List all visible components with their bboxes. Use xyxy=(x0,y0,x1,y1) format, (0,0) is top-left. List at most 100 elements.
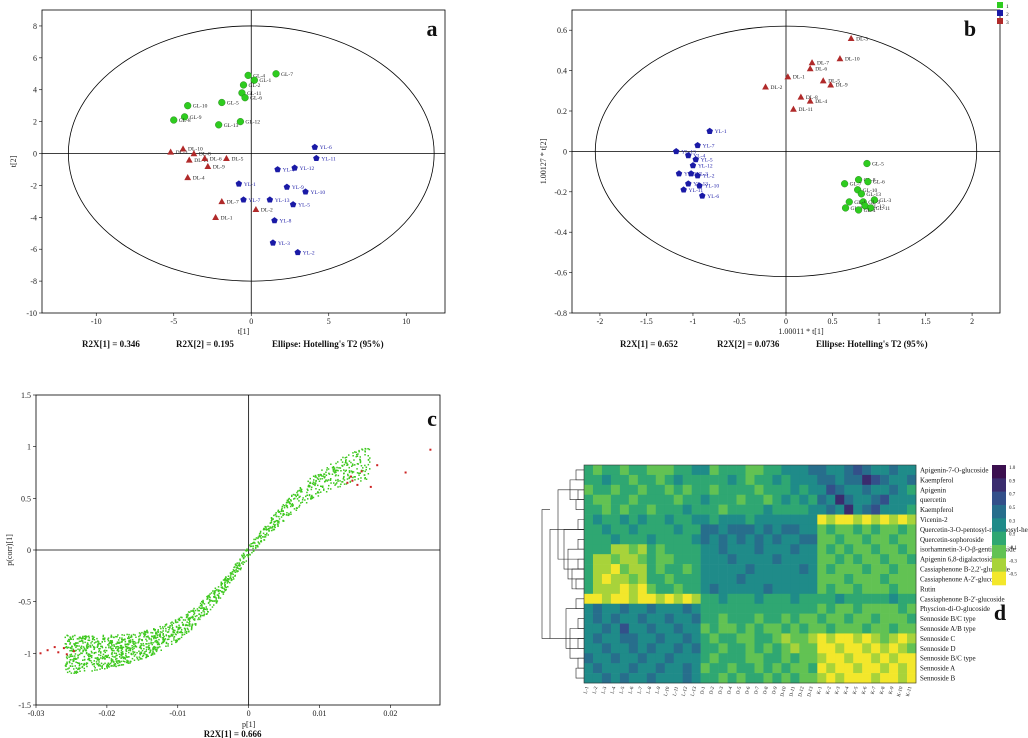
c-data-point xyxy=(359,456,361,458)
c-data-point xyxy=(101,667,103,669)
c-data-point xyxy=(74,634,76,637)
c-data-point xyxy=(312,482,314,485)
c-data-point xyxy=(258,534,261,537)
b-point-dl-3 xyxy=(847,34,855,41)
d-heatmap-cell xyxy=(844,514,854,525)
c-data-point xyxy=(174,629,176,632)
c-data-point xyxy=(219,597,222,599)
c-data-point xyxy=(165,623,168,625)
c-data-point xyxy=(107,662,110,664)
c-data-point xyxy=(340,470,342,472)
c-data-point xyxy=(333,471,335,473)
c-data-point xyxy=(342,476,345,479)
c-data-point xyxy=(113,652,116,654)
d-heatmap-cell xyxy=(610,494,621,505)
c-data-point xyxy=(157,646,159,649)
d-heatmap-cell xyxy=(763,514,773,525)
c-data-point xyxy=(145,643,148,645)
c-data-point xyxy=(84,637,86,640)
d-heatmap-cell xyxy=(637,663,648,674)
d-heatmap-cell xyxy=(637,514,648,525)
d-heatmap-cell xyxy=(808,554,818,565)
d-dendrogram-link xyxy=(567,548,584,580)
b-point-label: DL-10 xyxy=(845,56,860,62)
d-heatmap-cell xyxy=(592,474,603,486)
c-data-point xyxy=(202,601,204,604)
b-point-label: DL-1 xyxy=(793,75,805,81)
c-data-point xyxy=(301,499,304,501)
d-heatmap-cell xyxy=(673,544,683,555)
d-heatmap-cell xyxy=(664,663,675,674)
c-data-point xyxy=(113,664,116,667)
d-heatmap-cell xyxy=(790,583,800,595)
d-heatmap-cell xyxy=(817,484,827,496)
d-heatmap-cell xyxy=(835,574,845,585)
c-data-point xyxy=(139,633,142,635)
d-heatmap-cell xyxy=(700,474,710,486)
d-heatmap-cell xyxy=(889,465,899,476)
c-data-point xyxy=(132,653,135,655)
c-data-point xyxy=(207,611,209,613)
d-heatmap-cell xyxy=(646,663,657,674)
c-data-point xyxy=(113,656,115,658)
c-data-point xyxy=(101,665,103,667)
a-point-gl-1 xyxy=(250,76,258,84)
d-heatmap-cell xyxy=(584,484,594,496)
c-extreme-point xyxy=(62,647,65,650)
c-data-point xyxy=(78,645,80,647)
c-data-point xyxy=(102,655,104,658)
d-row-label: isorhamnetin-3-O-β-gentiobioside xyxy=(920,546,1016,554)
b-point-yl-9 xyxy=(675,170,683,177)
d-heatmap-cell xyxy=(682,663,692,674)
b-x-tick-label: -0.5 xyxy=(733,317,746,326)
d-heatmap-cell xyxy=(628,474,639,486)
c-data-point xyxy=(130,660,132,663)
d-heatmap-cell xyxy=(880,673,890,684)
d-col-label: D-8 xyxy=(763,686,770,695)
c-data-point xyxy=(266,528,269,531)
d-heatmap-cell xyxy=(727,663,737,674)
c-data-point xyxy=(165,645,167,647)
d-heatmap-cell xyxy=(727,504,737,515)
c-data-point xyxy=(72,660,74,663)
c-data-point xyxy=(175,633,177,636)
c-data-point xyxy=(156,649,158,651)
d-heatmap-cell xyxy=(844,673,854,684)
d-heatmap-cell xyxy=(772,534,782,545)
d-heatmap-cell xyxy=(727,633,737,644)
b-point-yl-13 xyxy=(672,148,680,155)
d-heatmap-cell xyxy=(790,534,800,545)
c-data-point xyxy=(258,533,261,535)
d-heatmap-cell xyxy=(673,534,683,545)
d-col-label: D-13 xyxy=(807,686,815,698)
c-data-point xyxy=(181,616,183,619)
c-data-point xyxy=(99,668,101,670)
c-data-point xyxy=(82,642,84,644)
c-data-point xyxy=(167,645,169,647)
c-data-point xyxy=(119,661,121,664)
c-data-point xyxy=(356,463,359,465)
c-y-tick-label: -1.5 xyxy=(18,701,31,710)
c-data-point xyxy=(70,649,73,652)
d-heatmap-cell xyxy=(871,544,881,555)
c-data-point xyxy=(90,642,92,644)
c-data-point xyxy=(120,649,123,651)
c-data-point xyxy=(92,645,95,648)
c-data-point xyxy=(100,651,102,653)
b-point-label: GL-11 xyxy=(876,206,891,212)
c-data-point xyxy=(101,641,103,643)
c-data-point xyxy=(80,652,82,654)
d-heatmap-cell xyxy=(736,534,746,545)
d-heatmap-cell xyxy=(736,663,746,674)
c-data-point xyxy=(193,618,195,621)
c-data-point xyxy=(100,645,102,648)
c-data-point xyxy=(240,567,242,569)
b-legend-swatch-1 xyxy=(997,2,1003,8)
c-data-point xyxy=(160,649,162,651)
c-data-point xyxy=(110,646,112,648)
c-extreme-point xyxy=(65,653,68,656)
c-data-point xyxy=(352,455,354,457)
d-heatmap-cell xyxy=(754,514,764,525)
d-heatmap-cell xyxy=(610,484,621,496)
c-data-point xyxy=(131,653,133,656)
